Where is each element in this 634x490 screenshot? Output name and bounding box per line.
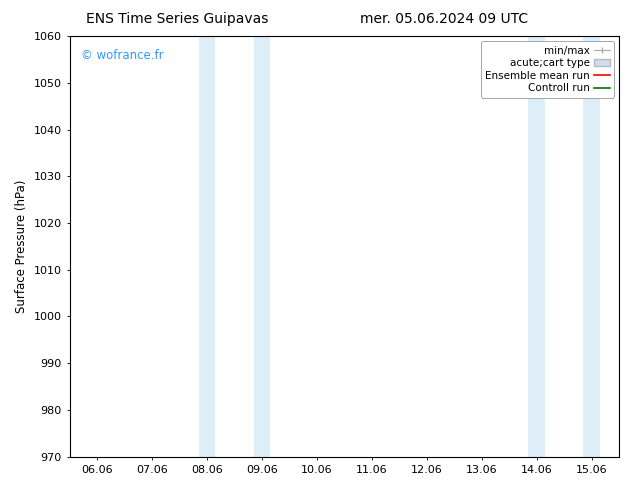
Bar	[583, 36, 600, 457]
Bar	[254, 36, 270, 457]
Legend: min/max, acute;cart type, Ensemble mean run, Controll run: min/max, acute;cart type, Ensemble mean …	[481, 41, 614, 98]
Bar	[199, 36, 216, 457]
Text: ENS Time Series Guipavas: ENS Time Series Guipavas	[86, 12, 269, 26]
Y-axis label: Surface Pressure (hPa): Surface Pressure (hPa)	[15, 180, 28, 313]
Text: © wofrance.fr: © wofrance.fr	[81, 49, 164, 62]
Text: mer. 05.06.2024 09 UTC: mer. 05.06.2024 09 UTC	[359, 12, 528, 26]
Bar	[528, 36, 545, 457]
